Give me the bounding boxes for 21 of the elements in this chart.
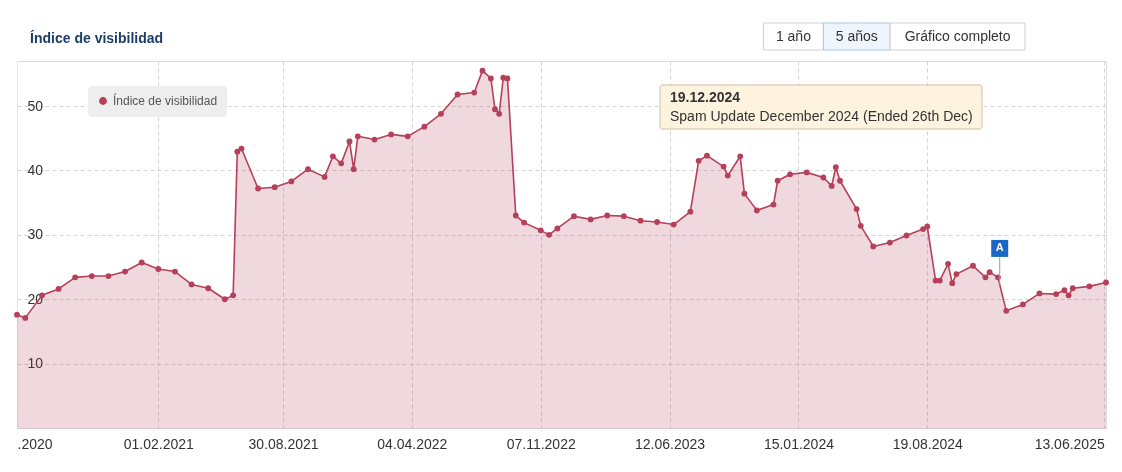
text: Gráfico completo <box>904 27 1011 44</box>
x-tick-label: 13.06.2025 <box>1034 435 1105 452</box>
annotation: A <box>995 241 1004 254</box>
x-tick-label: 04.04.2022 <box>377 435 448 452</box>
y-tick-label: 30 <box>27 226 44 243</box>
y-tick-label: 10 <box>27 355 44 372</box>
text: 5 años <box>835 27 878 44</box>
y-tick-label: 40 <box>27 161 44 178</box>
x-tick-label: 15.01.2024 <box>763 435 835 452</box>
legend-label: Índice de visibilidad <box>113 93 218 108</box>
x-tick-label: .2020 <box>17 435 53 452</box>
x-tick-label: 01.02.2021 <box>123 435 195 452</box>
x-tick-label: 19.08.2024 <box>892 435 964 452</box>
x-tick-label: 30.08.2021 <box>248 435 319 452</box>
annotation: Spam Update December 2024 (Ended 26th Dec) <box>670 108 973 124</box>
y-tick-label: 50 <box>27 97 44 114</box>
chart-title: Índice de visibilidad <box>30 29 164 46</box>
text: 1 año <box>775 27 812 44</box>
x-tick-label: 12.06.2023 <box>635 435 706 452</box>
x-tick-label: 07.11.2022 <box>506 435 576 452</box>
annotation: 19.12.2024 <box>670 89 741 105</box>
